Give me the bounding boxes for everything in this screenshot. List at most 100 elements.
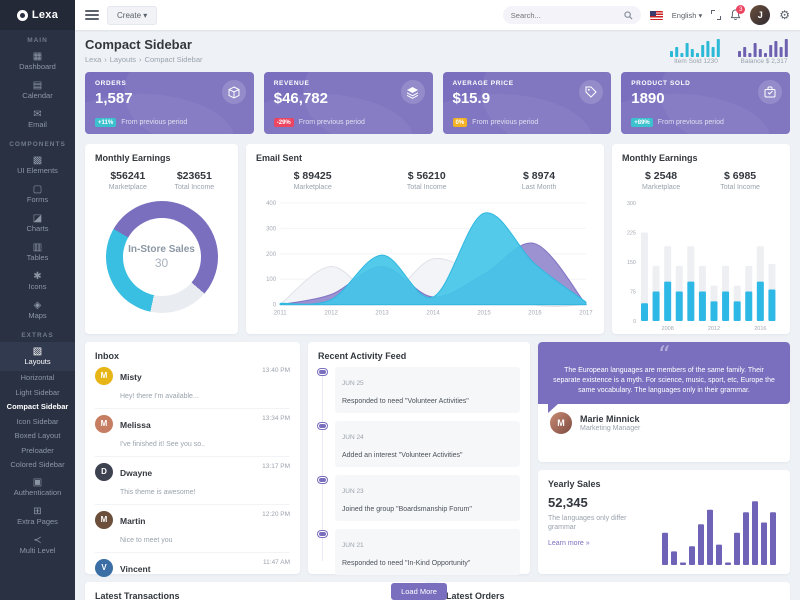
- sidebar-item-extra-pages[interactable]: ⊞ Extra Pages: [0, 502, 75, 531]
- language-dropdown[interactable]: English ▾: [671, 10, 703, 20]
- sidebar-item-calendar[interactable]: ▤ Calendar: [0, 76, 75, 105]
- svg-text:100: 100: [266, 277, 277, 283]
- tables-icon: ▥: [32, 242, 43, 253]
- orders-badge: +11%: [95, 118, 117, 127]
- svg-text:225: 225: [627, 231, 636, 237]
- quote-icon: “: [657, 342, 671, 369]
- sidebar-item-ui-elements[interactable]: ▩ UI Elements: [0, 151, 75, 180]
- sidebar-section-extras: EXTRAS: [21, 332, 54, 339]
- inbox-avatar: M: [95, 366, 113, 385]
- inbox-sender-name: Martin: [120, 515, 146, 526]
- activity-feed-item: JUN 23 Joined the group "Boardsmanship Fo…: [318, 475, 520, 521]
- email-sent-area-chart: 0 100 200 300 400 2011 2012 2013 2014 2015 2016 201…: [256, 197, 594, 318]
- sidebar-sub-preloader[interactable]: Preloader: [21, 445, 54, 455]
- search-input[interactable]: [510, 10, 624, 20]
- inbox-list-item[interactable]: D Dwayne This theme is awesome! 13:17 PM: [95, 457, 290, 505]
- inbox-list-item[interactable]: M Martin Nice to meet you 12:20 PM: [95, 505, 290, 553]
- activity-text: Joined the group "Boardsmanship Forum": [342, 506, 472, 513]
- sidebar-sub-compact-sidebar[interactable]: Compact Sidebar: [6, 402, 69, 411]
- learn-more-link[interactable]: Learn more »: [548, 540, 590, 547]
- svg-text:2013: 2013: [375, 311, 389, 317]
- svg-text:2016: 2016: [528, 311, 542, 317]
- sidebar-item-authentication[interactable]: ▣ Authentication: [0, 473, 75, 502]
- inbox-message: Nice to meet you: [120, 536, 173, 544]
- search-box[interactable]: [502, 6, 641, 24]
- notification-badge: 3: [736, 5, 746, 14]
- extra-pages-icon: ⊞: [33, 505, 42, 517]
- balance-mini-chart: [738, 37, 790, 57]
- sidebar-item-charts[interactable]: ◪ Charts: [0, 209, 75, 238]
- sidebar-sub-icon-sidebar[interactable]: Icon Sidebar: [16, 416, 59, 426]
- sidebar-sub-light-sidebar[interactable]: Light Sidebar: [15, 387, 60, 397]
- authentication-icon: ▣: [32, 476, 43, 488]
- chevron-down-icon: ▾: [698, 10, 703, 20]
- inbox-time: 11:47 AM: [263, 558, 290, 566]
- create-button[interactable]: Create ▾: [107, 5, 158, 25]
- svg-text:2008: 2008: [662, 326, 674, 332]
- email-icon: ✉: [33, 109, 42, 120]
- yearly-sales-value: 52,345: [548, 495, 588, 510]
- load-more-button[interactable]: Load More: [391, 583, 447, 600]
- search-icon: [624, 10, 633, 20]
- sidebar-sub-colored-sidebar[interactable]: Colored Sidebar: [10, 460, 65, 469]
- briefcase-icon: [758, 80, 782, 104]
- latest-transactions-card: Latest Transactions H Herbert C. Patton …: [85, 582, 428, 600]
- user-avatar[interactable]: J: [750, 5, 771, 25]
- us-flag-icon: [649, 10, 663, 20]
- inbox-message: Hey! there I'm available...: [120, 392, 199, 400]
- quote-avatar: M: [550, 412, 572, 434]
- item-sold-mini-stat: Item Sold 1230: [670, 37, 722, 65]
- sidebar-item-email[interactable]: ✉ Email: [0, 105, 75, 134]
- activity-date: JUN 25: [342, 380, 364, 387]
- email-sent-card: Email Sent $ 89425 Marketplace $ 56210 Tot…: [246, 144, 604, 334]
- icons-icon: ✱: [33, 271, 42, 282]
- quote-bubble-tail: [548, 404, 558, 413]
- timeline-dot-icon: [318, 423, 327, 429]
- sidebar-item-multi-level[interactable]: ≺ Multi Level: [0, 531, 75, 560]
- quote-author-role: Marketing Manager: [580, 425, 641, 432]
- svg-text:0: 0: [633, 319, 636, 325]
- svg-text:75: 75: [630, 290, 636, 296]
- sidebar: Lexa MAIN ▦ Dashboard ▤ Calendar ✉ Email…: [0, 0, 75, 600]
- layers-icon: [400, 80, 425, 104]
- sidebar-item-dashboard[interactable]: ▦ Dashboard: [0, 47, 75, 76]
- inbox-avatar: V: [95, 558, 113, 577]
- logo-icon: [16, 9, 28, 21]
- notifications-button[interactable]: 3: [730, 5, 746, 21]
- activity-date: JUN 24: [342, 434, 364, 441]
- inbox-sender-name: Melissa: [120, 419, 151, 430]
- fullscreen-icon[interactable]: [711, 10, 722, 20]
- sidebar-item-maps[interactable]: ◈ Maps: [0, 296, 75, 325]
- activity-date: JUN 23: [342, 488, 364, 495]
- settings-gear-icon[interactable]: ⚙: [779, 8, 790, 22]
- inbox-time: 13:40 PM: [262, 366, 290, 374]
- yearly-sales-bar-chart: [644, 479, 780, 565]
- timeline-dot-icon: [318, 477, 327, 483]
- inbox-message: I've finished it! See you so..: [120, 440, 205, 448]
- sidebar-item-forms[interactable]: ▢ Forms: [0, 180, 75, 209]
- activity-feed-item: JUN 24 Added an interest "Volunteer Activ…: [318, 421, 520, 467]
- quote-text: The European languages are members of th…: [553, 367, 775, 394]
- inbox-list-item[interactable]: M Melissa I've finished it! See you so.. …: [95, 409, 290, 457]
- menu-toggle-icon[interactable]: [85, 8, 99, 22]
- latest-orders-card: Latest Orders #12354781 R Riverston Glas…: [436, 582, 790, 600]
- activity-feed-item: JUN 25 Responded to need "Volunteer Activ…: [318, 367, 520, 413]
- logo[interactable]: Lexa: [0, 0, 75, 30]
- sidebar-sub-boxed-layout[interactable]: Boxed Layout: [14, 431, 61, 440]
- tag-icon: [579, 80, 604, 104]
- product-sold-stat-card: PRODUCT SOLD 1890 +89% From previous per…: [621, 72, 790, 134]
- inbox-time: 12:20 PM: [262, 510, 290, 518]
- monthly-earnings-bar-chart: 0 75 150 225 300 2008 2012 2016: [622, 199, 780, 332]
- balance-mini-stat: Balance $ 2,317: [738, 37, 790, 65]
- sidebar-item-tables[interactable]: ▥ Tables: [0, 238, 75, 267]
- sidebar-section-components: COMPONENTS: [9, 141, 66, 148]
- sidebar-item-icons[interactable]: ✱ Icons: [0, 267, 75, 296]
- sidebar-sub-horizontal[interactable]: Horizontal: [20, 373, 55, 382]
- top-navbar: Create ▾ English ▾ 3 J ⚙: [75, 0, 800, 30]
- inbox-list-item[interactable]: M Misty Hey! there I'm available... 13:40…: [95, 361, 290, 409]
- sidebar-item-layouts[interactable]: ▧ Layouts: [0, 342, 75, 371]
- page-title: Compact Sidebar: [85, 37, 192, 52]
- timeline-dot-icon: [318, 531, 327, 537]
- sidebar-section-main: MAIN: [27, 37, 48, 44]
- inbox-time: 13:17 PM: [262, 462, 290, 470]
